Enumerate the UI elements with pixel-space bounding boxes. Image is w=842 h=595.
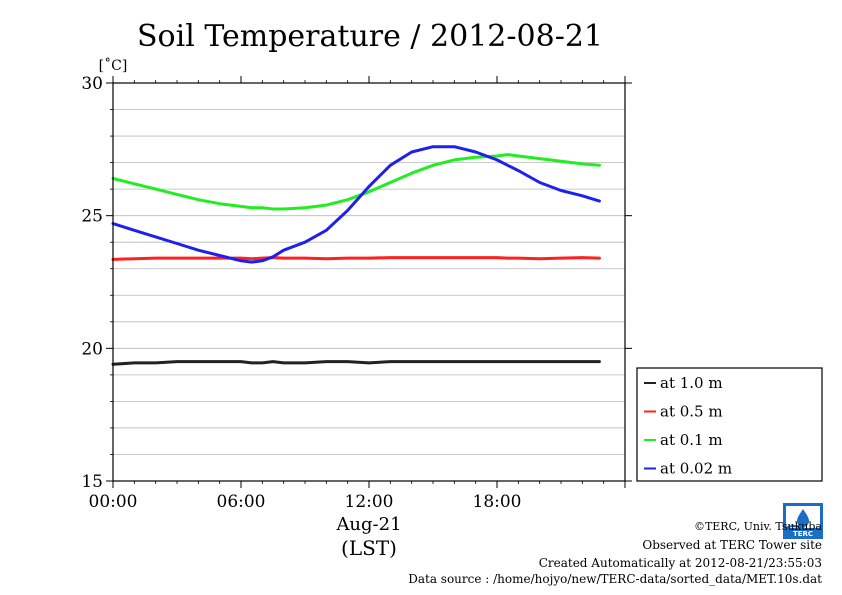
legend-label: at 0.1 m <box>660 431 723 449</box>
series-line <box>111 145 601 264</box>
x-tick-label: 12:00 <box>345 492 394 512</box>
legend-label: at 0.02 m <box>660 460 732 478</box>
x-tick-label: 06:00 <box>217 492 266 512</box>
y-tick-label: 20 <box>81 339 103 359</box>
x-axis-date-label: Aug-21 <box>335 514 401 535</box>
x-tick-label: 00:00 <box>89 492 138 512</box>
y-axis-unit-label: [˚C] <box>99 57 128 74</box>
x-axis: 00:00 06:00 12:00 18:00 <box>89 76 626 512</box>
legend: at 1.0 m at 0.5 m at 0.1 m at 0.02 m <box>636 367 823 482</box>
y-axis: 15 20 25 30 <box>81 74 632 492</box>
y-tick-label: 25 <box>81 207 103 227</box>
series-line <box>111 360 601 366</box>
observed-site-text: Observed at TERC Tower site <box>642 538 822 552</box>
series-line <box>111 256 601 261</box>
created-timestamp-text: Created Automatically at 2012-08-21/23:5… <box>538 556 822 570</box>
legend-label: at 0.5 m <box>660 403 723 421</box>
x-axis-timezone-label: (LST) <box>341 536 397 560</box>
copyright-text: ©TERC, Univ. Tsukuba <box>693 520 822 533</box>
logo-text: TERC <box>793 530 813 538</box>
plot-frame <box>112 82 626 482</box>
series-line <box>111 153 601 211</box>
series-lines <box>111 145 601 366</box>
legend-label: at 1.0 m <box>660 374 723 392</box>
y-tick-label: 15 <box>81 472 103 492</box>
grid-lines <box>113 109 625 455</box>
x-tick-label: 18:00 <box>473 492 522 512</box>
data-source-text: Data source : /home/hojyo/new/TERC-data/… <box>408 572 822 586</box>
y-tick-label: 30 <box>81 74 103 94</box>
chart-title: Soil Temperature / 2012-08-21 <box>137 19 603 54</box>
terc-logo-icon: TERC <box>783 503 823 539</box>
legend-box <box>636 367 823 482</box>
